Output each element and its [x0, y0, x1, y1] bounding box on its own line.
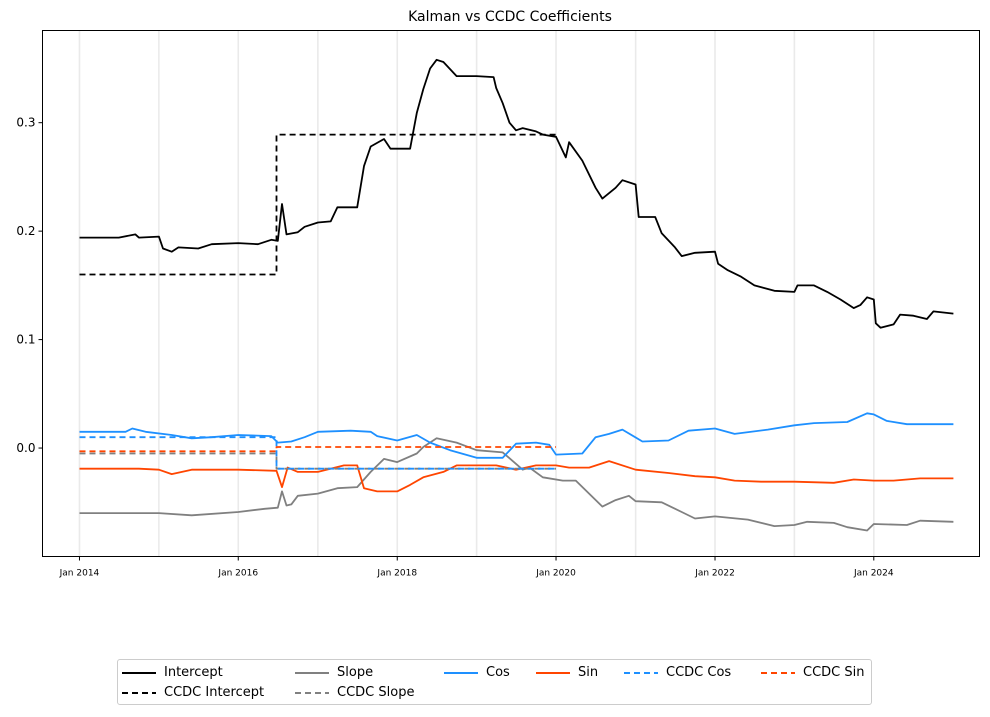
- legend-swatch-slope: [295, 671, 329, 674]
- legend-label: CCDC Intercept: [164, 685, 265, 700]
- legend-swatch-ccdc-intercept: [122, 691, 156, 694]
- y-tick-label: 0.1: [16, 333, 35, 347]
- legend-label: CCDC Slope: [337, 685, 415, 700]
- legend-item-sin: Sin: [536, 665, 598, 680]
- x-tick-label: Jan 2022: [694, 569, 735, 579]
- x-tick-label: Jan 2014: [59, 569, 100, 579]
- legend-swatch-cos: [444, 671, 478, 674]
- legend: Intercept CCDC Intercept Slope CCDC Slop…: [117, 659, 872, 705]
- y-tick-label: 0.2: [16, 224, 35, 238]
- legend-item-slope: Slope: [295, 665, 373, 680]
- legend-item-ccdc-intercept: CCDC Intercept: [122, 685, 264, 700]
- chart-title: Kalman vs CCDC Coefficients: [408, 9, 612, 25]
- legend-swatch-ccdc-cos: [624, 671, 658, 674]
- y-tick-label: 0.0: [16, 441, 35, 455]
- legend-item-ccdc-slope: CCDC Slope: [295, 685, 414, 700]
- legend-label: Cos: [486, 665, 510, 680]
- x-tick-label: Jan 2024: [853, 569, 894, 579]
- series-line-cos: [79, 412, 954, 459]
- series-line-ccdc-cos: [79, 436, 556, 470]
- legend-label: CCDC Sin: [803, 665, 865, 680]
- x-tick-label: Jan 2020: [535, 569, 576, 579]
- x-tick-label: Jan 2018: [376, 569, 417, 579]
- series-layer: [79, 58, 954, 532]
- legend-label: Slope: [337, 665, 374, 680]
- plot-frame: [42, 30, 980, 557]
- x-tick-label: Jan 2016: [217, 569, 258, 579]
- legend-item-intercept: Intercept: [122, 665, 223, 680]
- plot-area: [42, 30, 980, 557]
- series-line-sin: [79, 460, 954, 493]
- legend-swatch-intercept: [122, 671, 156, 674]
- legend-swatch-ccdc-slope: [295, 691, 329, 694]
- series-line-ccdc-sin: [79, 446, 556, 453]
- vertical-gridlines: [78, 30, 875, 557]
- legend-swatch-sin: [536, 671, 570, 674]
- legend-item-ccdc-sin: CCDC Sin: [761, 665, 864, 680]
- legend-swatch-ccdc-sin: [761, 671, 795, 674]
- x-axis: Jan 2014 Jan 2016 Jan 2018 Jan 2020 Jan 2022…: [59, 556, 894, 579]
- legend-label: Sin: [578, 665, 599, 680]
- legend-label: Intercept: [164, 665, 223, 680]
- y-tick-label: 0.3: [16, 116, 35, 130]
- legend-item-cos: Cos: [444, 665, 510, 680]
- legend-label: CCDC Cos: [666, 665, 732, 680]
- y-axis: 0.0 0.1 0.2 0.3: [16, 116, 43, 455]
- series-line-intercept: [79, 58, 954, 329]
- legend-item-ccdc-cos: CCDC Cos: [624, 665, 731, 680]
